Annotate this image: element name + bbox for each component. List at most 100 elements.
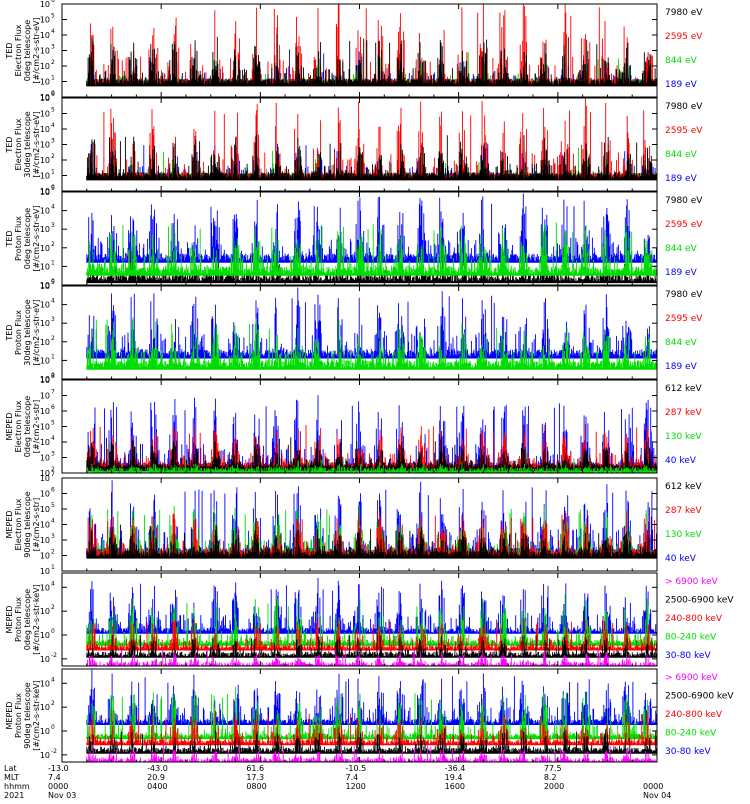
series-trace-2 xyxy=(86,617,657,651)
y-tick-exponent: 5 xyxy=(51,13,55,20)
y-label-line: 90deg telescope xyxy=(23,682,32,749)
y-label-line: [#/cm2-s-str-eV] xyxy=(32,111,41,177)
y-tick-label: 10 xyxy=(40,751,50,760)
series-trace-2 xyxy=(86,711,657,746)
y-label-line: 30deg telescope xyxy=(23,299,32,366)
legend-entry: 844 eV xyxy=(665,56,698,66)
y-tick-exponent: 0 xyxy=(51,724,55,731)
y-tick-exponent: 2 xyxy=(51,466,55,473)
y-tick-exponent: 4 xyxy=(51,28,55,35)
legend-entry: 287 keV xyxy=(665,506,702,516)
y-tick-label: 10 xyxy=(40,110,50,119)
y-tick-label: 10 xyxy=(40,172,50,181)
y-tick-label: 10 xyxy=(40,490,50,499)
x-label-hhmm: 0400 xyxy=(147,782,167,791)
legend-entry: 240-800 keV xyxy=(665,614,723,624)
x-row-label: hhmm xyxy=(4,782,30,791)
panel-traces xyxy=(86,395,657,473)
x-label-hhmm: 0000 xyxy=(643,782,663,791)
y-axis-label: TED Electron Flux 0deg telescope [#/cm2-s-s… xyxy=(5,17,41,83)
y-tick-label: 10 xyxy=(40,282,50,291)
y-label-line: MEPED xyxy=(5,606,14,634)
x-label-lat: -36.4 xyxy=(445,764,466,773)
y-tick-exponent: 5 xyxy=(51,279,55,286)
x-label-lat: -13.0 xyxy=(48,764,69,773)
x-label-mlt: 8.2 xyxy=(544,773,557,782)
panel-traces xyxy=(86,578,657,666)
x-label-mlt: 17.3 xyxy=(246,773,264,782)
y-tick-label: 10 xyxy=(40,31,50,40)
y-tick-label: 10 xyxy=(40,505,50,514)
x-label-lat: 61.6 xyxy=(246,764,264,773)
series-trace-2 xyxy=(86,437,657,472)
legend: 7980 eV 2595 eV 844 eV 189 eV xyxy=(665,290,703,372)
legend-entry: 2595 eV xyxy=(665,220,703,230)
y-tick-label: 10 xyxy=(40,375,50,384)
legend-entry: 844 eV xyxy=(665,338,698,348)
y-tick-label: 10 xyxy=(40,469,50,478)
y-axis-label: MEPED Electron Flux 90deg telescope [#/cm2-… xyxy=(5,491,41,558)
y-tick-exponent: 4 xyxy=(51,122,55,129)
legend-entry: 7980 eV xyxy=(665,8,703,18)
x-row-label: 2021 xyxy=(4,791,24,800)
y-label-line: TED xyxy=(5,324,14,341)
legend-entry: 240-800 keV xyxy=(665,710,723,720)
y-tick-exponent: 5 xyxy=(51,185,55,192)
legend: 7980 eV 2595 eV 844 eV 189 eV xyxy=(665,102,703,184)
legend-entry: 130 keV xyxy=(665,432,702,442)
legend: 612 keV 287 keV 130 keV 40 keV xyxy=(665,384,702,466)
y-tick-label: 10 xyxy=(40,125,50,134)
y-tick-label: 10 xyxy=(40,679,50,688)
y-label-line: 0deg telescope xyxy=(23,208,32,269)
x-label-mlt: 7.4 xyxy=(48,773,61,782)
y-tick-label: 10 xyxy=(40,141,50,150)
legend-entry: 189 eV xyxy=(665,174,698,184)
y-tick-label: 10 xyxy=(40,78,50,87)
x-label-mlt: 19.4 xyxy=(445,773,463,782)
y-tick-exponent: 2 xyxy=(51,335,55,342)
y-tick-label: 10 xyxy=(40,474,50,483)
series-trace-1 xyxy=(86,317,657,370)
series-trace-2 xyxy=(86,222,657,276)
y-tick-label: 10 xyxy=(40,225,50,234)
y-tick-label: 10 xyxy=(40,423,50,432)
y-tick-exponent: -2 xyxy=(51,748,57,755)
y-tick-exponent: 8 xyxy=(51,373,55,380)
y-tick-exponent: 6 xyxy=(51,404,55,411)
y-tick-exponent: 3 xyxy=(51,222,55,229)
y-axis-label: TED Proton Flux 30deg telescope [#/cm2-s-st… xyxy=(5,299,41,366)
y-label-line: 30deg telescope xyxy=(23,111,32,178)
y-tick-label: 10 xyxy=(40,0,50,9)
legend-entry: > 6900 keV xyxy=(665,673,719,683)
y-tick-exponent: -2 xyxy=(51,652,57,659)
y-tick-label: 10 xyxy=(40,16,50,25)
y-tick-exponent: 7 xyxy=(51,471,55,478)
y-axis-label: MEPED Proton Flux 0deg telescope [#/cm2-s-s… xyxy=(5,584,41,655)
y-tick-exponent: 7 xyxy=(51,389,55,396)
y-tick-label: 10 xyxy=(40,438,50,447)
y-label-line: [#/cm2-s-str] xyxy=(32,400,41,453)
legend-entry: 7980 eV xyxy=(665,290,703,300)
series-trace-3 xyxy=(86,632,657,658)
y-label-line: TED xyxy=(5,136,14,153)
legend-entry: 844 eV xyxy=(665,150,698,160)
y-tick-exponent: 2 xyxy=(51,549,55,556)
x-label-mlt: 20.9 xyxy=(147,773,165,782)
y-tick-label: 10 xyxy=(40,93,50,102)
legend-entry: 844 eV xyxy=(665,244,698,254)
y-label-line: [#/cm2-s-str-keV] xyxy=(32,584,41,655)
legend-entry: 189 eV xyxy=(665,80,698,90)
legend: > 6900 keV 2500-6900 keV 240-800 keV 80-240… xyxy=(665,673,734,757)
y-tick-exponent: 1 xyxy=(51,353,55,360)
y-label-line: MEPED xyxy=(5,702,14,730)
y-label-line: TED xyxy=(5,42,14,59)
